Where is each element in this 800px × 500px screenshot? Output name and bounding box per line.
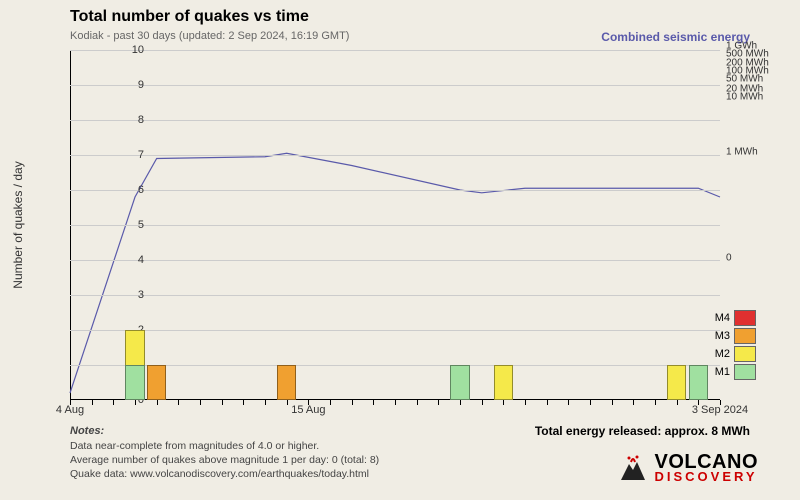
y2-tick-label: 200 MWh [726,58,769,69]
bar [125,365,145,400]
bar [494,365,514,400]
y2-tick-label: 0 [726,253,732,264]
magnitude-legend-item: M1 [715,364,756,380]
x-tick-mark [222,400,223,405]
magnitude-legend-label: M1 [715,366,730,378]
plot-area [70,50,720,400]
chart-title: Total number of quakes vs time [70,8,309,26]
magnitude-legend-label: M4 [715,312,730,324]
x-tick-mark [352,400,353,405]
y-axis-label: Number of quakes / day [11,161,25,288]
magnitude-legend-swatch [734,328,756,344]
grid-line [70,365,720,366]
x-tick-mark [373,400,374,405]
x-tick-mark [590,400,591,405]
magnitude-legend-swatch [734,310,756,326]
y-tick-label: 3 [138,289,144,301]
notes-heading: Notes: [70,424,379,439]
brand-name-bottom: DISCOVERY [655,471,759,482]
x-tick-mark [568,400,569,405]
bar [147,365,167,400]
x-tick-mark [633,400,634,405]
brand-logo: VOLCANO DISCOVERY [617,454,759,482]
volcano-icon [617,454,649,482]
x-tick-mark [243,400,244,405]
bar [689,365,709,400]
y-tick-label: 9 [138,79,144,91]
y2-tick-label: 1 MWh [726,146,758,157]
x-tick-mark [525,400,526,405]
x-tick-mark [547,400,548,405]
chart-subtitle: Kodiak - past 30 days (updated: 2 Sep 20… [70,30,349,42]
y-tick-label: 5 [138,219,144,231]
x-tick-mark [482,400,483,405]
grid-line [70,120,720,121]
grid-line [70,190,720,191]
notes-line: Quake data: www.volcanodiscovery.com/ear… [70,467,379,481]
grid-line [70,330,720,331]
chart-notes: Notes: Data near-complete from magnitude… [70,424,379,481]
y2-tick-label: 1 GWh [726,40,757,51]
x-tick-mark [135,400,136,405]
x-tick-label: 4 Aug [56,404,84,416]
x-tick-mark [612,400,613,405]
x-tick-mark [200,400,201,405]
grid-line [70,50,720,51]
x-tick-mark [113,400,114,405]
bar [667,365,687,400]
grid-line [70,85,720,86]
magnitude-legend-label: M3 [715,330,730,342]
grid-line [70,155,720,156]
y-tick-label: 7 [138,149,144,161]
x-tick-mark [92,400,93,405]
x-tick-label: 15 Aug [291,404,325,416]
y-tick-label: 6 [138,184,144,196]
y-tick-label: 4 [138,254,144,266]
magnitude-legend-label: M2 [715,348,730,360]
x-tick-mark [438,400,439,405]
x-tick-mark [460,400,461,405]
magnitude-legend-item: M3 [715,328,756,344]
chart-container: { "chart": { "type": "bar+line", "title"… [0,0,800,500]
magnitude-legend-swatch [734,346,756,362]
y2-tick-label: 20 MWh [726,84,763,95]
magnitude-legend: M4 M3 M2 M1 [715,310,756,382]
x-tick-mark [157,400,158,405]
magnitude-legend-swatch [734,364,756,380]
x-tick-mark [330,400,331,405]
magnitude-legend-item: M2 [715,346,756,362]
x-tick-mark [417,400,418,405]
grid-line [70,260,720,261]
x-tick-mark [287,400,288,405]
x-tick-mark [178,400,179,405]
y-tick-label: 8 [138,114,144,126]
notes-line: Data near-complete from magnitudes of 4.… [70,439,379,453]
notes-line: Average number of quakes above magnitude… [70,453,379,467]
total-energy-label: Total energy released: approx. 8 MWh [535,424,750,438]
x-tick-mark [395,400,396,405]
magnitude-legend-item: M4 [715,310,756,326]
grid-line [70,295,720,296]
x-tick-mark [265,400,266,405]
grid-line [70,225,720,226]
y-tick-label: 10 [132,44,144,56]
x-tick-label: 3 Sep 2024 [692,404,748,416]
x-tick-mark [503,400,504,405]
x-tick-mark [677,400,678,405]
bar [277,365,297,400]
bar [450,365,470,400]
x-tick-mark [655,400,656,405]
